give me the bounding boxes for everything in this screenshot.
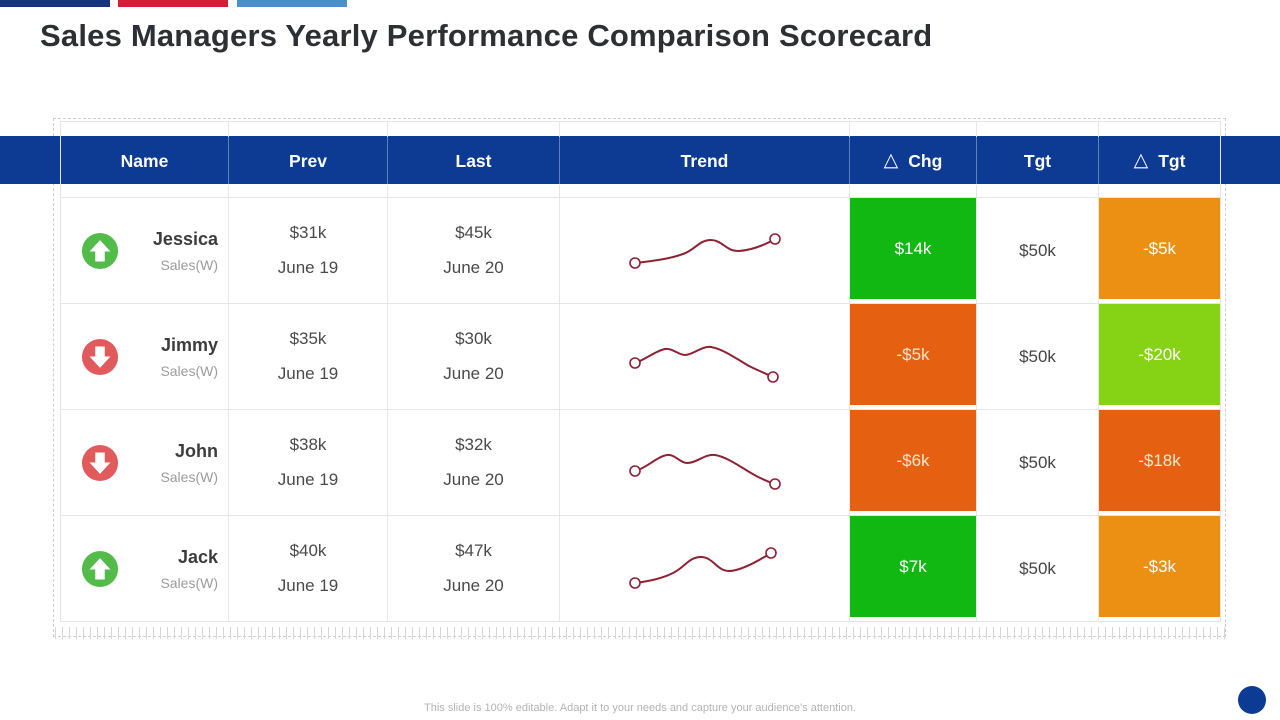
last-period: June 20: [443, 576, 504, 595]
col-header-name: Name: [61, 137, 229, 185]
chg-cell: -$5k: [850, 304, 976, 405]
down-arrow-icon: [81, 444, 119, 482]
accent-bar-blue: [237, 0, 347, 7]
tgt-cell: $50k: [977, 304, 1099, 409]
manager-name: Jimmy: [160, 334, 218, 355]
table-top-strip: [61, 122, 1220, 137]
prev-value: $31k: [289, 223, 327, 242]
manager-dept: Sales(W): [160, 468, 218, 485]
trend-sparkline: [560, 304, 850, 409]
delta-triangle-icon: △: [1133, 149, 1149, 171]
target-value: $50k: [1019, 240, 1056, 260]
tgt-delta-cell: -$18k: [1099, 410, 1220, 511]
delta-triangle-icon: △: [883, 149, 899, 171]
tgt-delta-cell: -$20k: [1099, 304, 1220, 405]
col-header-last: Last: [388, 137, 560, 185]
col-header-prev: Prev: [229, 137, 388, 185]
prev-value: $38k: [289, 435, 327, 454]
trend-sparkline: [560, 410, 850, 515]
name-cell: Jack Sales(W): [61, 516, 229, 621]
accent-bar-navy: [0, 0, 110, 7]
table-row: John Sales(W) $38k June 19 $32k June 20: [61, 409, 1220, 515]
trend-sparkline: [560, 516, 850, 621]
table-row: Jimmy Sales(W) $35k June 19 $30k June 20: [61, 303, 1220, 409]
prev-period: June 19: [277, 576, 339, 595]
manager-dept: Sales(W): [160, 574, 218, 591]
prev-cell: $40k June 19: [229, 516, 388, 621]
page-title: Sales Managers Yearly Performance Compar…: [40, 18, 933, 53]
up-arrow-icon: [81, 550, 119, 588]
target-value: $50k: [1019, 452, 1056, 472]
name-cell: Jessica Sales(W): [61, 198, 229, 303]
tgt-cell: $50k: [977, 516, 1099, 621]
table-header-row: Name Prev Last Trend △ Chg Tgt △ Tgt: [61, 137, 1220, 185]
prev-period: June 19: [277, 258, 339, 277]
prev-cell: $35k June 19: [229, 304, 388, 409]
chg-cell: -$6k: [850, 410, 976, 511]
last-value: $32k: [455, 435, 492, 454]
scorecard-table: Name Prev Last Trend △ Chg Tgt △ Tgt Jessi…: [60, 121, 1221, 622]
last-value: $47k: [455, 541, 492, 560]
last-period: June 20: [443, 364, 504, 383]
chg-cell: $7k: [850, 516, 976, 617]
footer-note: This slide is 100% editable. Adapt it to…: [424, 702, 856, 714]
prev-value: $35k: [289, 329, 327, 348]
page-indicator-dot: [1238, 686, 1266, 714]
prev-cell: $31k June 19: [229, 198, 388, 303]
down-arrow-icon: [81, 338, 119, 376]
col-header-chg: △ Chg: [850, 137, 977, 185]
trend-sparkline: [560, 198, 850, 303]
col-header-tgt: Tgt: [977, 137, 1099, 185]
last-cell: $32k June 20: [388, 410, 560, 515]
last-cell: $47k June 20: [388, 516, 560, 621]
tgt-delta-cell: -$3k: [1099, 516, 1220, 617]
prev-period: June 19: [277, 364, 339, 383]
accent-bar-red: [118, 0, 228, 7]
last-value: $45k: [455, 223, 492, 242]
last-period: June 20: [443, 470, 504, 489]
chg-cell: $14k: [850, 198, 976, 299]
name-cell: John Sales(W): [61, 410, 229, 515]
placeholder-hatch-border: [55, 627, 1225, 639]
prev-cell: $38k June 19: [229, 410, 388, 515]
tgt-cell: $50k: [977, 410, 1099, 515]
manager-name: Jessica: [152, 228, 218, 249]
name-cell: Jimmy Sales(W): [61, 304, 229, 409]
table-sub-header-strip: [61, 185, 1220, 197]
last-cell: $45k June 20: [388, 198, 560, 303]
up-arrow-icon: [81, 232, 119, 270]
target-value: $50k: [1019, 558, 1056, 578]
col-header-trend: Trend: [560, 137, 850, 185]
manager-dept: Sales(W): [160, 362, 218, 379]
manager-dept: Sales(W): [160, 256, 218, 273]
tgt-delta-cell: -$5k: [1099, 198, 1220, 299]
table-row: Jessica Sales(W) $31k June 19 $45k June …: [61, 197, 1220, 303]
last-period: June 20: [443, 258, 504, 277]
prev-value: $40k: [289, 541, 327, 560]
table-header-band: [0, 136, 1280, 184]
last-cell: $30k June 20: [388, 304, 560, 409]
target-value: $50k: [1019, 346, 1056, 366]
tgt-cell: $50k: [977, 198, 1099, 303]
manager-name: Jack: [177, 546, 218, 567]
table-row: Jack Sales(W) $40k June 19 $47k June 20: [61, 515, 1220, 621]
last-value: $30k: [455, 329, 492, 348]
prev-period: June 19: [277, 470, 339, 489]
manager-name: John: [175, 440, 218, 461]
col-header-tgt-delta: △ Tgt: [1133, 149, 1186, 171]
